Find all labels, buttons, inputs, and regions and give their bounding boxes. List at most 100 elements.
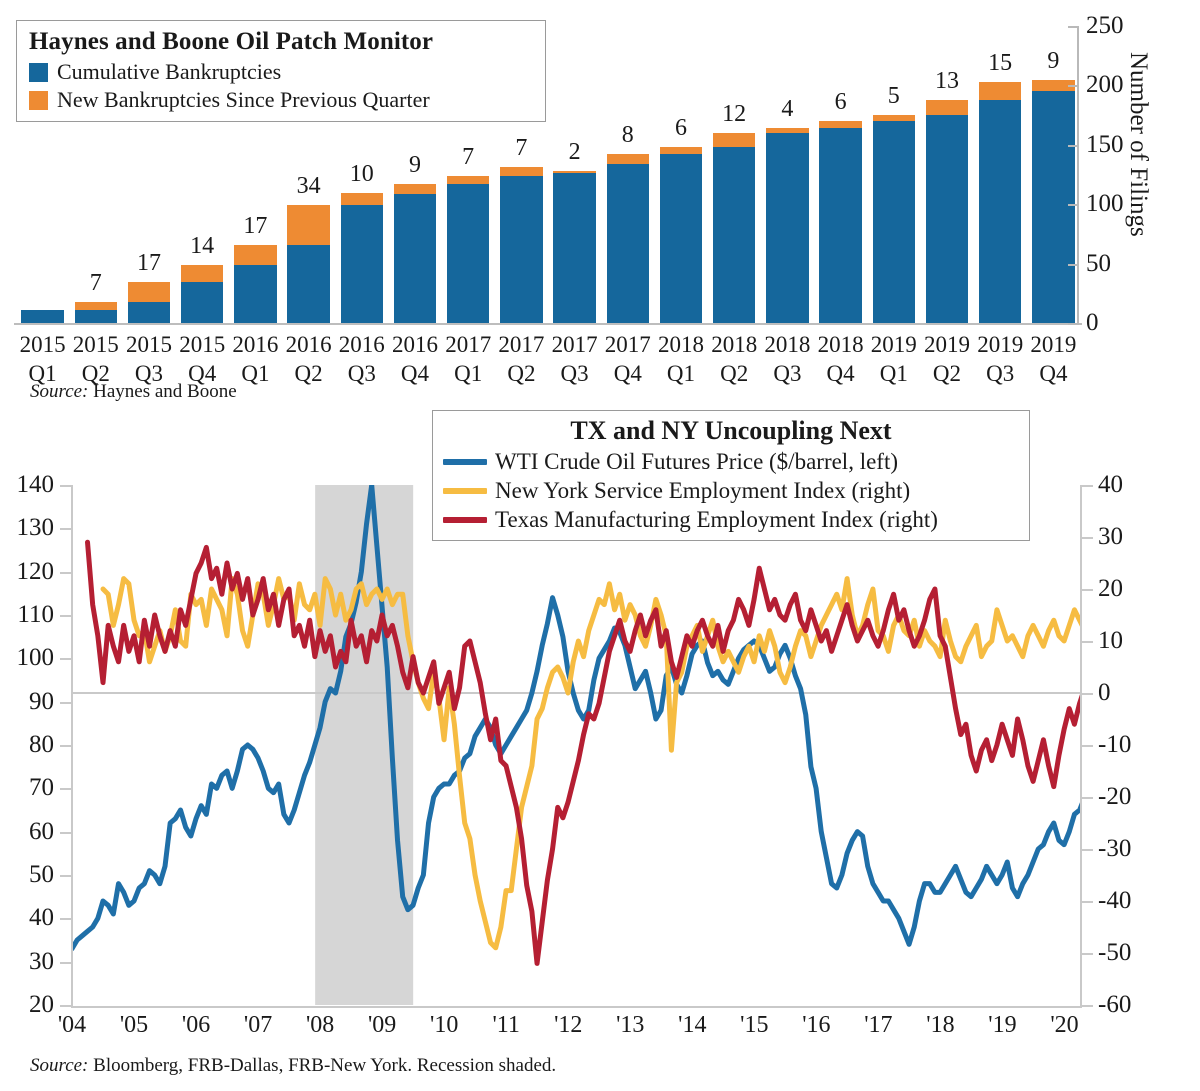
uncoupling-line-chart: TX and NY Uncoupling Next WTI Crude Oil … xyxy=(0,400,1200,1091)
bar-x-quarter: Q3 xyxy=(134,361,164,386)
line-plot-area xyxy=(72,485,1080,1005)
line-right-tick-label: 20 xyxy=(1098,575,1123,602)
bar-segment-cumulative xyxy=(127,301,171,323)
bar-x-year: 2018 xyxy=(711,332,758,357)
bar-segment-cumulative xyxy=(287,245,330,323)
bar-segment-new xyxy=(127,281,171,302)
bar-x-label: 2018 Q4 xyxy=(814,330,867,388)
bar-segment-new xyxy=(553,170,596,174)
bar-x-label: 2016 Q1 xyxy=(229,330,282,388)
bar-segment-new xyxy=(1032,79,1075,91)
bar-segment-new xyxy=(766,128,809,134)
bar-y-tick xyxy=(1068,263,1079,266)
line-left-tick-label: 60 xyxy=(29,817,54,845)
bar-x-quarter: Q3 xyxy=(560,361,589,386)
legend-swatch-cumulative xyxy=(29,62,48,82)
bar-x-quarter: Q1 xyxy=(454,361,483,386)
bar-value-label: 34 xyxy=(296,173,321,199)
line-right-tick xyxy=(1081,485,1093,487)
bar-segment-new xyxy=(819,121,862,129)
bar-segment-new xyxy=(925,100,969,116)
bar-segment-cumulative xyxy=(446,183,490,323)
bar-x-year: 2017 xyxy=(604,332,651,357)
line-right-tick xyxy=(1081,693,1093,695)
bar-value-label: 10 xyxy=(349,161,374,188)
bar-segment-cumulative xyxy=(74,310,118,323)
line-x-tick-label: '11 xyxy=(492,1012,520,1038)
bar-segment-cumulative xyxy=(21,310,64,323)
line-right-tick xyxy=(1081,797,1093,799)
line-left-tick-label: 50 xyxy=(29,861,54,888)
bar-x-quarter: Q2 xyxy=(294,361,323,386)
bar-x-label: 2015 Q1 xyxy=(16,330,69,388)
legend-swatch-new xyxy=(29,90,48,110)
line-x-tick-label: '16 xyxy=(802,1012,831,1038)
line-chart-legend: TX and NY Uncoupling Next WTI Crude Oil … xyxy=(432,410,1030,541)
bar-y-tick xyxy=(1068,144,1079,147)
bar-segment-cumulative xyxy=(766,133,809,323)
bar-x-quarter: Q4 xyxy=(188,361,217,386)
line-right-tick-label: -60 xyxy=(1098,991,1132,1018)
line-x-tick-label: '17 xyxy=(864,1012,893,1038)
legend-label-wti: WTI Crude Oil Futures Price ($/barrel, l… xyxy=(495,449,899,474)
bar-x-year: 2019 xyxy=(923,332,970,357)
bar-x-quarter: Q2 xyxy=(932,361,962,386)
bar-column xyxy=(74,301,118,323)
line-x-tick-label: '09 xyxy=(367,1012,397,1038)
bar-x-quarter: Q4 xyxy=(1039,361,1068,386)
line-left-tick xyxy=(60,918,72,921)
bar-value-label: 5 xyxy=(887,83,900,110)
line-left-tick-label: 130 xyxy=(16,514,55,542)
bar-value-label: 17 xyxy=(136,249,161,276)
bar-segment-new xyxy=(340,193,384,205)
bar-column xyxy=(393,183,437,323)
bar-segment-new xyxy=(74,301,118,311)
bar-segment-new xyxy=(872,115,916,122)
bar-y-tick xyxy=(1068,26,1079,28)
bar-column xyxy=(819,121,862,323)
bar-x-year: 2016 xyxy=(285,332,332,357)
bar-segment-cumulative xyxy=(393,194,437,323)
line-left-tick xyxy=(60,615,72,617)
bar-x-quarter: Q1 xyxy=(879,361,908,386)
recession-shading xyxy=(315,485,414,1005)
bar-value-label: 12 xyxy=(722,101,747,128)
bar-x-year: 2017 xyxy=(498,332,545,357)
bar-value-label: 7 xyxy=(515,135,528,162)
bar-y-tick xyxy=(1068,85,1079,88)
bar-column xyxy=(500,167,543,323)
line-left-tick-label: 90 xyxy=(29,687,54,715)
bar-x-label: 2018 Q2 xyxy=(708,330,761,388)
line-right-tick-label: -30 xyxy=(1098,835,1132,862)
line-left-tick xyxy=(60,831,72,834)
bar-value-label: 13 xyxy=(934,67,959,94)
bar-segment-cumulative xyxy=(1032,90,1075,323)
bar-x-label: 2015 Q2 xyxy=(69,330,122,388)
line-right-tick-label: 10 xyxy=(1098,627,1123,654)
line-bottom-axis xyxy=(71,1006,1082,1008)
bar-x-label: 2017 Q1 xyxy=(442,330,495,388)
bar-segment-cumulative xyxy=(712,147,756,323)
bar-segment-cumulative xyxy=(978,99,1022,323)
bar-column xyxy=(606,154,650,323)
bar-column xyxy=(180,265,224,323)
line-chart-svg xyxy=(72,485,1080,1005)
source-text-2: Bloomberg, FRB-Dallas, FRB-New York. Rec… xyxy=(93,1055,557,1076)
line-right-tick-label: -50 xyxy=(1098,939,1132,966)
bar-x-quarter: Q2 xyxy=(720,361,749,386)
line-x-tick-label: '20 xyxy=(1050,1012,1079,1038)
bar-segment-cumulative xyxy=(553,173,596,323)
bar-x-quarter: Q3 xyxy=(773,361,802,386)
line-left-tick xyxy=(60,528,72,531)
bar-segment-new xyxy=(446,175,490,184)
line-x-tick-label: '13 xyxy=(616,1012,645,1038)
bar-column xyxy=(872,115,916,323)
bar-segment-new xyxy=(393,183,437,195)
bar-value-label: 7 xyxy=(89,269,102,296)
bar-x-year: 2015 xyxy=(19,332,66,357)
bar-column xyxy=(127,281,171,323)
line-left-tick xyxy=(60,961,72,964)
bar-chart-title: Haynes and Boone Oil Patch Monitor xyxy=(29,28,434,55)
bar-x-quarter: Q2 xyxy=(81,361,110,386)
bar-segment-cumulative xyxy=(340,205,384,323)
